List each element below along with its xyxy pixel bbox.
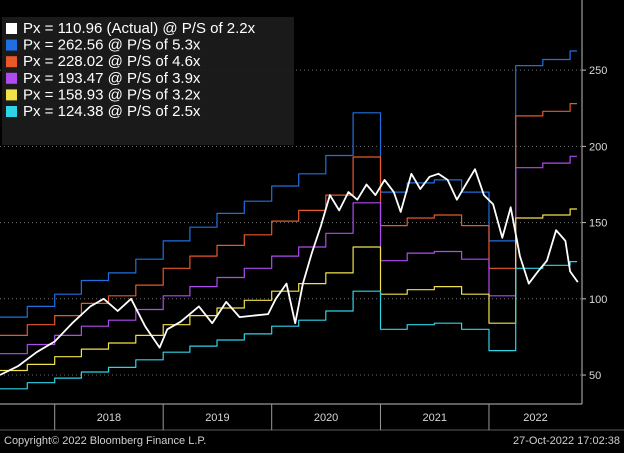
x-tick-label: 2021 (422, 412, 446, 424)
legend-label: Px = 193.47 @ P/S of 3.9x (23, 70, 201, 87)
y-tick-label: 150 (589, 218, 607, 230)
series-line-step (0, 208, 577, 372)
x-tick-label: 2022 (523, 412, 547, 424)
series-line-step (0, 155, 577, 355)
y-tick-label: 100 (589, 294, 607, 306)
series-line-actual (0, 168, 579, 376)
legend-swatch (6, 72, 17, 84)
legend-swatch (6, 89, 17, 101)
legend-swatch (6, 39, 17, 51)
series-line-step (0, 261, 577, 390)
copyright-text: Copyright© 2022 Bloomberg Finance L.P. (4, 435, 206, 447)
legend-swatch (6, 23, 17, 34)
series-layer (0, 50, 579, 390)
x-tick-label: 2019 (205, 412, 229, 424)
legend-label: Px = 110.96 (Actual) @ P/S of 2.2x (23, 20, 256, 37)
y-tick-label: 50 (589, 370, 601, 382)
legend-swatch (6, 56, 17, 68)
legend-background (2, 17, 294, 145)
x-tick-label: 2018 (97, 412, 121, 424)
axis-layer: 50 100 150 200 250 2018 2019 2020 2021 2022 (0, 0, 624, 431)
legend-label: Px = 158.93 @ P/S of 3.2x (23, 86, 201, 103)
y-tick-label: 250 (589, 65, 607, 77)
legend-label: Px = 262.56 @ P/S of 5.3x (23, 37, 201, 54)
timestamp-text: 27-Oct-2022 17:02:38 (513, 435, 620, 447)
legend-label: Px = 228.02 @ P/S of 4.6x (23, 53, 201, 70)
x-tick-label: 2020 (314, 412, 338, 424)
y-tick-label: 200 (589, 141, 607, 153)
legend-swatch (6, 106, 17, 117)
legend-label: Px = 124.38 @ P/S of 2.5x (23, 103, 201, 120)
